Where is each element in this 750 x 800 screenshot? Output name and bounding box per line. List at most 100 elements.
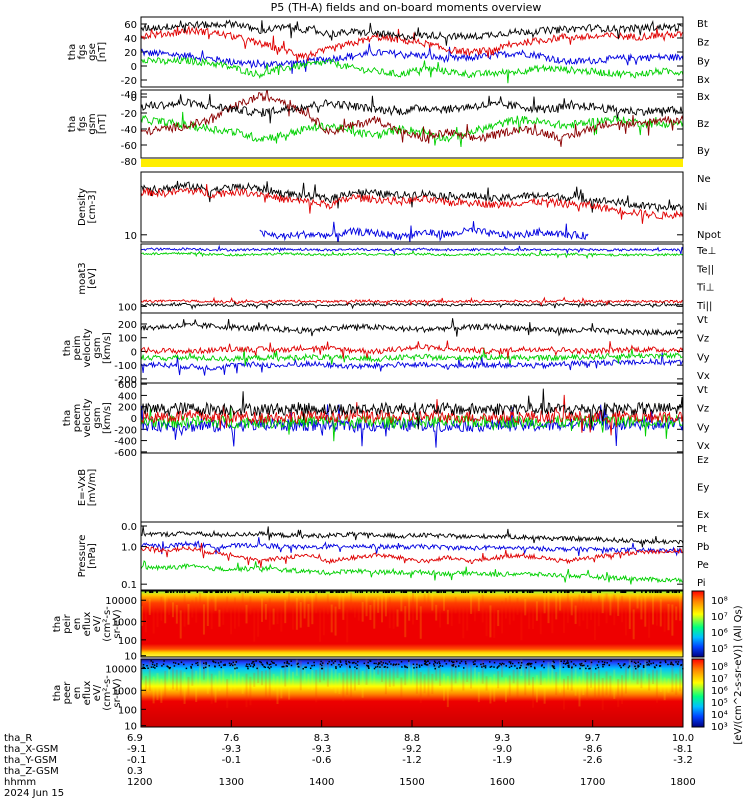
legend-entry: Bx bbox=[697, 92, 710, 103]
y-axis-label: Density bbox=[77, 188, 88, 226]
y-axis-label: gsm bbox=[87, 113, 98, 134]
x-tick-label: 1600 bbox=[490, 777, 515, 788]
panel-fgs_gsm: tha fgs gsm [nT] 0 -20 -40 -60 -80 Bx Bz By bbox=[67, 89, 710, 168]
x-tick-label: 10.0 bbox=[672, 733, 694, 744]
colorbar-tick: 10³ bbox=[711, 722, 728, 733]
x-tick-label: 6.9 bbox=[127, 733, 143, 744]
y-tick-label: 0.1 bbox=[121, 580, 137, 591]
colorbar-tick: 10⁷ bbox=[711, 612, 728, 623]
y-axis-label: Pressure bbox=[77, 535, 88, 578]
y-tick-label: 100 bbox=[118, 302, 137, 313]
y-axis-label: tha bbox=[62, 410, 73, 426]
series-line-Npot bbox=[259, 221, 589, 242]
page-title: P5 (TH-A) fields and on-board moments ov… bbox=[271, 1, 542, 14]
x-tick-label: -0.1 bbox=[222, 755, 242, 766]
y-tick-label: 10 bbox=[124, 652, 137, 663]
x-tick-label: -0.6 bbox=[312, 755, 332, 766]
y-tick-label: 10000 bbox=[105, 596, 137, 607]
y-axis-label: tha bbox=[52, 685, 63, 701]
x-tick-label: 8.8 bbox=[404, 733, 420, 744]
series-line-Vz bbox=[141, 340, 683, 359]
y-axis-label: eflux bbox=[82, 681, 93, 706]
series-line-Bx bbox=[141, 43, 683, 74]
x-tick-label: -0.1 bbox=[127, 755, 147, 766]
x-tick-label: -3.2 bbox=[673, 755, 693, 766]
x-tick-label: 9.7 bbox=[585, 733, 601, 744]
x-tick-label: -1.9 bbox=[493, 755, 513, 766]
series-line-Vx bbox=[141, 404, 683, 448]
y-axis-label: [km/s] bbox=[102, 402, 113, 434]
legend-entry: Pi bbox=[697, 578, 706, 589]
y-axis-label: sr-eV) bbox=[112, 609, 123, 638]
colorbar-tick: 10⁴ bbox=[711, 710, 728, 721]
y-tick-label: 200 bbox=[118, 403, 137, 414]
x-row-label: tha_X-GSM bbox=[4, 744, 58, 755]
colorbar-lower bbox=[691, 658, 705, 728]
y-tick-label: 0.0 bbox=[121, 522, 137, 533]
y-tick-label: 0 bbox=[131, 93, 137, 104]
series-line-Pi bbox=[141, 537, 683, 557]
y-axis-label: [cm-3] bbox=[87, 190, 98, 223]
colorbar-tick: 10⁵ bbox=[711, 644, 728, 655]
y-axis-label: eV/ bbox=[92, 615, 103, 632]
series-line-Vx bbox=[141, 352, 683, 376]
y-axis-label: E=-VxB bbox=[77, 469, 88, 506]
panel-peir: tha peir en eflux eV/(cm²-s-sr-eV) 10000 1000 1… bbox=[52, 590, 684, 663]
y-axis-label: gsm bbox=[92, 337, 103, 358]
x-tick-label: 7.6 bbox=[223, 733, 239, 744]
series-line-By bbox=[141, 111, 683, 148]
x-tick-label: 0.3 bbox=[127, 766, 143, 777]
colorbar-tick: 10⁷ bbox=[711, 674, 728, 685]
legend-entry: Pe bbox=[697, 560, 709, 571]
series-line-Ti|| bbox=[141, 248, 683, 260]
y-axis-label: eflux bbox=[82, 612, 93, 637]
y-tick-label: -60 bbox=[121, 141, 137, 152]
legend-entry: Ez bbox=[697, 455, 709, 466]
y-tick-label: 10 bbox=[124, 231, 137, 242]
series-line-Vz bbox=[141, 394, 683, 436]
legend-entry: Te⊥ bbox=[696, 246, 716, 257]
y-axis-label: eV/ bbox=[92, 684, 103, 701]
y-axis-label: [nT] bbox=[97, 114, 108, 134]
y-axis-label: gsm bbox=[92, 407, 103, 428]
colorbar-tick: 10⁶ bbox=[711, 628, 728, 639]
y-tick-label: 40 bbox=[124, 34, 137, 45]
panel-density: Density [cm-3] 10 Ne Ni Npot bbox=[77, 171, 721, 243]
yellow-bar bbox=[141, 159, 683, 167]
legend-entry: Vz bbox=[697, 404, 709, 415]
y-tick-label: 60 bbox=[124, 20, 137, 31]
x-tick-label: -9.2 bbox=[402, 744, 422, 755]
y-axis-label: tha bbox=[67, 116, 78, 132]
y-axis-label: peir bbox=[62, 613, 73, 633]
y-axis-label: en bbox=[72, 687, 83, 700]
x-tick-label: -8.1 bbox=[673, 744, 693, 755]
y-axis-label: velocity bbox=[82, 328, 93, 367]
x-tick-label: -2.6 bbox=[583, 755, 603, 766]
y-tick-label: 0 bbox=[131, 347, 137, 358]
legend-entry: Pb bbox=[697, 542, 709, 553]
spectrogram bbox=[141, 659, 683, 727]
x-tick-label: -8.6 bbox=[583, 744, 603, 755]
series-line-Te|| bbox=[141, 299, 683, 310]
y-tick-label: -200 bbox=[114, 425, 137, 436]
y-axis-label: [eV] bbox=[87, 268, 98, 289]
series-line-Te⊥ bbox=[141, 296, 683, 307]
series-line-By bbox=[141, 56, 683, 84]
series-line-Bz bbox=[141, 25, 683, 62]
y-axis-label: peem bbox=[72, 404, 83, 432]
x-tick-label: -9.1 bbox=[127, 744, 147, 755]
y-tick-label: -200 bbox=[114, 375, 137, 386]
series-line-Pt bbox=[141, 525, 683, 548]
y-tick-label: 0 bbox=[131, 414, 137, 425]
y-tick-label: 100 bbox=[118, 636, 137, 647]
spectrogram bbox=[141, 591, 683, 657]
y-axis-label: fgs bbox=[77, 44, 88, 59]
panel-peim_vel: tha peim velocity gsm [km/s] 200 100 0 -100 -200 V… bbox=[62, 312, 710, 386]
y-tick-label: 10 bbox=[124, 722, 137, 733]
colorbar-tick: 10⁵ bbox=[711, 698, 728, 709]
y-tick-label: 400 bbox=[118, 391, 137, 402]
legend-entry: Vy bbox=[697, 352, 710, 363]
panel-pressure: Pressure [nPa] 0.0 1.0 0.1 Pt Pb Pe Pi bbox=[77, 521, 709, 591]
